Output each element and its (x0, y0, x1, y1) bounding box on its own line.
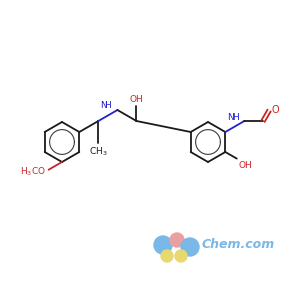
Circle shape (181, 238, 199, 256)
Text: Chem.com: Chem.com (202, 238, 275, 251)
Circle shape (154, 236, 172, 254)
Text: H: H (104, 101, 111, 110)
Text: N: N (227, 112, 234, 122)
Text: H$_3$CO: H$_3$CO (20, 165, 46, 178)
Text: H: H (232, 112, 239, 122)
Circle shape (161, 250, 173, 262)
Text: N: N (100, 101, 107, 110)
Text: OH: OH (130, 94, 143, 103)
Text: CH$_3$: CH$_3$ (89, 146, 108, 158)
Text: O: O (271, 104, 279, 115)
Circle shape (175, 250, 187, 262)
Circle shape (170, 233, 184, 247)
Text: OH: OH (239, 160, 253, 169)
